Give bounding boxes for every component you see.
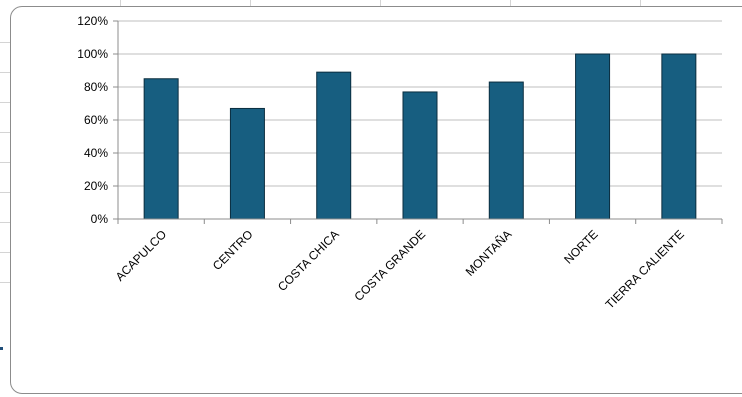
y-tick-label: 0%	[91, 212, 109, 226]
y-tick-label: 100%	[77, 47, 108, 61]
y-tick-label: 120%	[77, 14, 108, 28]
sheet-gridline	[380, 0, 381, 8]
sheet-gridline	[0, 72, 10, 73]
bar[interactable]	[316, 71, 352, 220]
x-category-label: CENTRO	[210, 227, 256, 273]
y-tick-label: 20%	[84, 179, 108, 193]
bar[interactable]	[488, 81, 524, 220]
x-category-label: NORTE	[561, 227, 600, 266]
x-category-label: MONTAÑA	[463, 227, 515, 279]
bars	[143, 53, 697, 220]
y-tick-label: 40%	[84, 146, 108, 160]
y-tick-label: 60%	[84, 113, 108, 127]
y-axis-ticks: 0% 20% 40% 60% 80% 100% 120%	[77, 14, 118, 226]
sheet-gridline	[0, 252, 10, 253]
sheet-gridline	[120, 0, 121, 8]
sheet-gridline	[510, 0, 511, 8]
axes	[117, 21, 722, 220]
sheet-gridline	[250, 0, 251, 8]
bar[interactable]	[575, 53, 611, 220]
sheet-gridline	[0, 42, 10, 43]
sheet-gridline	[0, 222, 10, 223]
bar[interactable]	[402, 91, 438, 220]
selection-marker	[0, 347, 3, 350]
bar[interactable]	[143, 78, 179, 220]
sheet-gridline	[0, 162, 10, 163]
sheet-gridline	[0, 192, 10, 193]
chart-area[interactable]	[10, 6, 742, 394]
sheet-gridline	[0, 282, 10, 283]
sheet-gridline	[0, 132, 10, 133]
x-category-label: COSTA CHICA	[275, 227, 342, 294]
sheet-gridline	[640, 0, 641, 8]
bar[interactable]	[661, 53, 697, 220]
x-category-label: COSTA GRANDE	[351, 227, 428, 304]
x-axis-labels: ACAPULCO CENTRO COSTA CHICA COSTA GRANDE MON…	[113, 219, 723, 312]
bar[interactable]	[229, 107, 265, 220]
sheet-gridline	[0, 102, 10, 103]
x-category-label: TIERRA CALIENTE	[603, 227, 687, 311]
gridlines	[118, 20, 722, 187]
x-category-label: ACAPULCO	[113, 227, 170, 284]
y-tick-label: 80%	[84, 80, 108, 94]
